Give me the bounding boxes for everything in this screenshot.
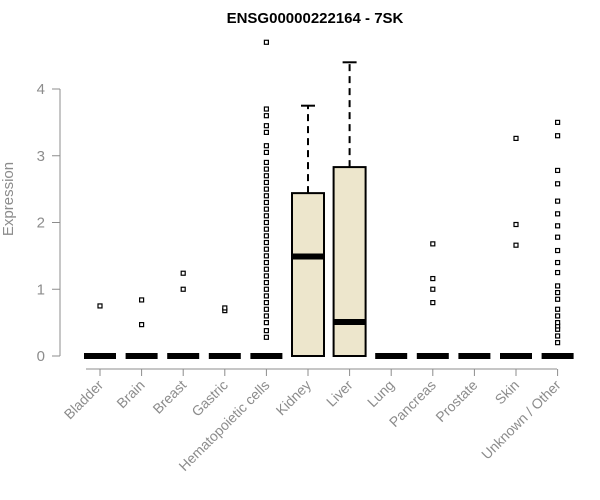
- outlier-point: [554, 333, 561, 339]
- y-tick-label: 4: [37, 81, 45, 98]
- outlier-point: [554, 313, 561, 319]
- outlier-point: [263, 106, 269, 112]
- outlier-point: [263, 273, 269, 279]
- outlier-point: [263, 239, 269, 246]
- outlier-point: [263, 306, 269, 312]
- outlier-point: [554, 306, 561, 312]
- outlier-point: [263, 279, 269, 286]
- y-tick-label: 3: [37, 148, 45, 165]
- outlier-point: [263, 129, 269, 135]
- x-tick-label: Prostate: [432, 377, 480, 425]
- outlier-point: [554, 259, 561, 266]
- outlier-point: [263, 39, 269, 45]
- outlier-point: [263, 286, 269, 292]
- box-gastric: [208, 305, 241, 359]
- outlier-point: [263, 143, 269, 149]
- y-tick-label: 1: [37, 281, 45, 298]
- outlier-point: [180, 286, 186, 292]
- outlier-point: [263, 213, 269, 219]
- outlier-point: [554, 223, 561, 229]
- outlier-point: [554, 198, 561, 204]
- outlier-point: [554, 340, 561, 346]
- outlier-point: [263, 334, 269, 340]
- outlier-point: [430, 241, 436, 247]
- outlier-point: [513, 242, 519, 248]
- outlier-point: [263, 123, 269, 129]
- outlier-point: [97, 303, 103, 309]
- x-tick-label: Bladder: [61, 377, 107, 423]
- box-pancreas: [416, 241, 449, 359]
- outlier-point: [263, 226, 269, 232]
- outlier-point: [554, 283, 561, 289]
- outlier-point: [263, 206, 269, 212]
- x-tick-label: Liver: [323, 377, 356, 410]
- outlier-point: [263, 186, 269, 192]
- outlier-point: [263, 193, 269, 199]
- outlier-point: [554, 247, 561, 254]
- y-tick-label: 2: [37, 215, 45, 232]
- box-iqr: [332, 166, 367, 357]
- box-iqr: [291, 192, 325, 357]
- outlier-point: [263, 293, 269, 299]
- outlier-point: [263, 159, 269, 166]
- outlier-point: [263, 233, 269, 239]
- outlier-point: [554, 181, 561, 187]
- box-kidney: [291, 104, 325, 357]
- outlier-point: [263, 166, 269, 172]
- box-bladder: [84, 303, 116, 359]
- outlier-point: [430, 286, 436, 292]
- outlier-point: [263, 246, 269, 252]
- outlier-point: [554, 119, 561, 125]
- outlier-point: [139, 322, 145, 328]
- outlier-point: [263, 320, 269, 326]
- outlier-point: [554, 133, 561, 139]
- x-tick-label: Unknown / Other: [478, 377, 564, 463]
- box-liver: [332, 61, 367, 357]
- x-tick-label: Skin: [492, 377, 523, 408]
- outlier-point: [263, 149, 269, 156]
- outlier-point: [263, 300, 269, 306]
- box-series: [84, 39, 574, 359]
- x-tick-label: Kidney: [273, 377, 315, 419]
- x-tick-label: Brain: [113, 377, 147, 411]
- box-brain: [125, 297, 158, 359]
- outlier-point: [263, 173, 269, 179]
- x-tick-label: Breast: [149, 377, 189, 417]
- outlier-point: [263, 266, 269, 272]
- outlier-point: [513, 135, 519, 141]
- y-tick-label: 0: [37, 348, 45, 365]
- outlier-point: [554, 234, 561, 240]
- chart-title: ENSG00000222164 - 7SK: [227, 10, 404, 27]
- outlier-point: [180, 270, 186, 276]
- outlier-point: [513, 221, 519, 228]
- outlier-point: [263, 328, 269, 334]
- outlier-point: [263, 199, 269, 206]
- box-unknown-other: [541, 119, 574, 359]
- outlier-point: [554, 289, 561, 296]
- outlier-point: [554, 167, 561, 174]
- outlier-point: [139, 297, 145, 303]
- outlier-point: [263, 313, 269, 319]
- outlier-point: [554, 296, 561, 302]
- outlier-point: [430, 275, 436, 282]
- y-axis-ticks: 0 1 2 3 4: [37, 81, 60, 365]
- outlier-point: [554, 269, 561, 276]
- box-skin: [500, 135, 532, 359]
- outlier-point: [263, 179, 269, 186]
- box-hematopoietic-cells: [250, 39, 283, 359]
- outlier-point: [263, 113, 269, 119]
- box-breast: [167, 270, 200, 359]
- outlier-point: [554, 211, 561, 217]
- y-axis-label: Expression: [0, 162, 17, 236]
- outlier-point: [263, 253, 269, 259]
- outlier-point: [263, 219, 269, 226]
- outlier-point: [430, 300, 436, 306]
- outlier-point: [222, 305, 228, 311]
- outlier-point: [263, 259, 269, 266]
- outlier-point: [554, 320, 561, 326]
- x-tick-label: Lung: [364, 377, 397, 410]
